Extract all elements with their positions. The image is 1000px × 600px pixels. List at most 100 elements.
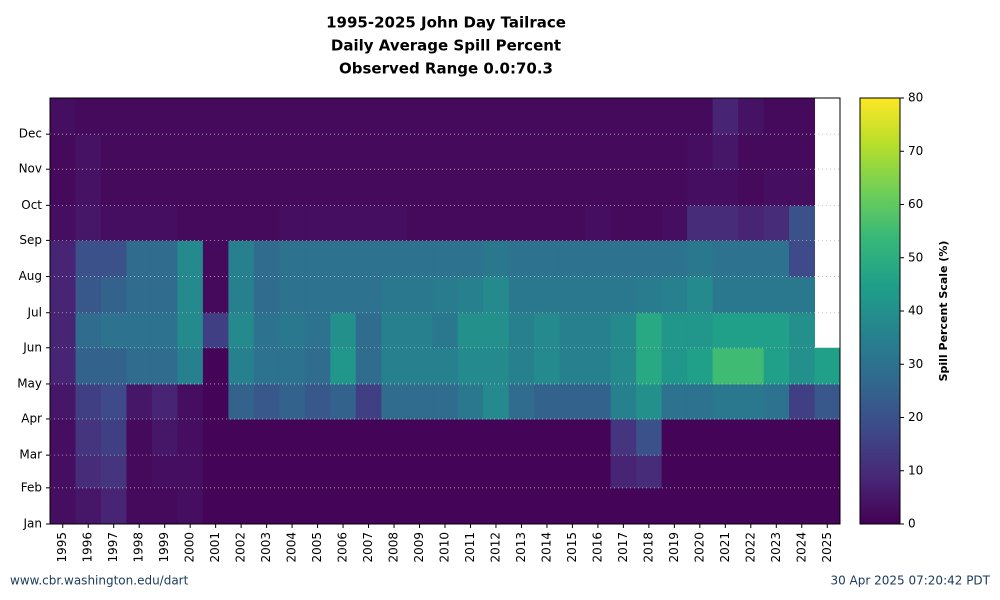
heat-cell (228, 487, 255, 525)
heat-cell (330, 98, 357, 135)
colorbar-tick-label: 0 (908, 517, 916, 531)
heat-cell (534, 418, 561, 456)
heat-cell (534, 134, 561, 170)
heat-cell (559, 418, 586, 456)
heat-cell (661, 487, 688, 525)
heat-cell (763, 383, 790, 420)
colorbar-tick-label: 20 (908, 410, 923, 424)
heat-cell (75, 312, 102, 349)
x-tick-label: 2010 (438, 532, 452, 563)
heat-cell (355, 98, 382, 135)
heat-cell (279, 347, 306, 385)
x-tick-label: 1997 (106, 532, 120, 563)
heat-cell (406, 169, 433, 206)
heat-cell (585, 205, 612, 241)
heat-cell (151, 383, 178, 420)
heat-cell (483, 312, 510, 349)
heat-cell (177, 455, 204, 489)
heat-cell (126, 98, 153, 135)
heat-cell (661, 383, 688, 420)
heat-cell (559, 98, 586, 135)
heat-cell (483, 347, 510, 385)
heat-cell (75, 347, 102, 385)
heat-cell (100, 347, 127, 385)
heat-cell (763, 205, 790, 241)
heat-cell (304, 276, 331, 314)
colorbar-tick-label: 70 (908, 144, 923, 158)
x-tick-label: 2018 (641, 532, 655, 563)
heat-cell (100, 98, 127, 135)
heat-cell (687, 276, 714, 314)
heat-cell (534, 169, 561, 206)
chart-title: 1995-2025 John Day Tailrace (326, 14, 566, 32)
heat-cell (432, 240, 459, 278)
heat-cell (559, 134, 586, 170)
heat-cell (585, 240, 612, 278)
heat-cell (304, 312, 331, 349)
heat-cell (457, 455, 484, 489)
chart-title: Daily Average Spill Percent (331, 37, 561, 55)
heat-cell (253, 487, 280, 525)
heat-cell (202, 312, 229, 349)
heat-cell (636, 312, 663, 349)
heat-cell (610, 134, 637, 170)
x-tick-label: 2025 (820, 532, 834, 563)
heat-cell (177, 205, 204, 241)
heat-cell (253, 312, 280, 349)
heat-cell (457, 418, 484, 456)
heat-cell (585, 169, 612, 206)
heat-cell (687, 312, 714, 349)
heat-cell (712, 98, 739, 135)
heat-cell (126, 455, 153, 489)
heat-cell (712, 169, 739, 206)
heat-cell (559, 240, 586, 278)
heat-cell (253, 347, 280, 385)
heat-cell (457, 312, 484, 349)
heat-cell (738, 418, 765, 456)
heat-cell (661, 240, 688, 278)
heat-cell (687, 487, 714, 525)
chart-title: Observed Range 0.0:70.3 (339, 60, 553, 78)
heat-cell (585, 455, 612, 489)
heat-cell (279, 418, 306, 456)
heat-cell (151, 418, 178, 456)
heat-cell (50, 487, 76, 525)
heat-cell (355, 487, 382, 525)
heat-cell (457, 487, 484, 525)
heat-cell (559, 276, 586, 314)
heat-cell (457, 169, 484, 206)
heat-cell (406, 347, 433, 385)
heat-cell (661, 418, 688, 456)
x-tick-label: 1999 (157, 532, 171, 563)
heat-cell (508, 98, 535, 135)
heat-cell (279, 312, 306, 349)
heat-cell (100, 312, 127, 349)
heat-cell (636, 487, 663, 525)
heat-cell (661, 169, 688, 206)
heat-cell (151, 276, 178, 314)
heat-cell (126, 487, 153, 525)
heat-cell (789, 169, 816, 206)
heat-cell (712, 134, 739, 170)
heat-cell (355, 383, 382, 420)
x-tick-label: 2000 (183, 532, 197, 563)
heat-cell (177, 169, 204, 206)
heat-cell (304, 169, 331, 206)
heat-cell (202, 169, 229, 206)
heat-cell (50, 205, 76, 241)
heat-cell (738, 98, 765, 135)
heat-cell (534, 312, 561, 349)
heat-cell (763, 347, 790, 385)
heat-cell (457, 276, 484, 314)
heat-cell (253, 276, 280, 314)
heat-cell (50, 347, 76, 385)
heat-cell (610, 347, 637, 385)
heat-cell (508, 347, 535, 385)
heat-cell (151, 205, 178, 241)
heat-cell (177, 418, 204, 456)
heat-cell (585, 383, 612, 420)
heat-cell (610, 312, 637, 349)
y-tick-label: Dec (19, 127, 42, 141)
heat-cell (585, 418, 612, 456)
y-tick-label: Feb (21, 480, 42, 494)
